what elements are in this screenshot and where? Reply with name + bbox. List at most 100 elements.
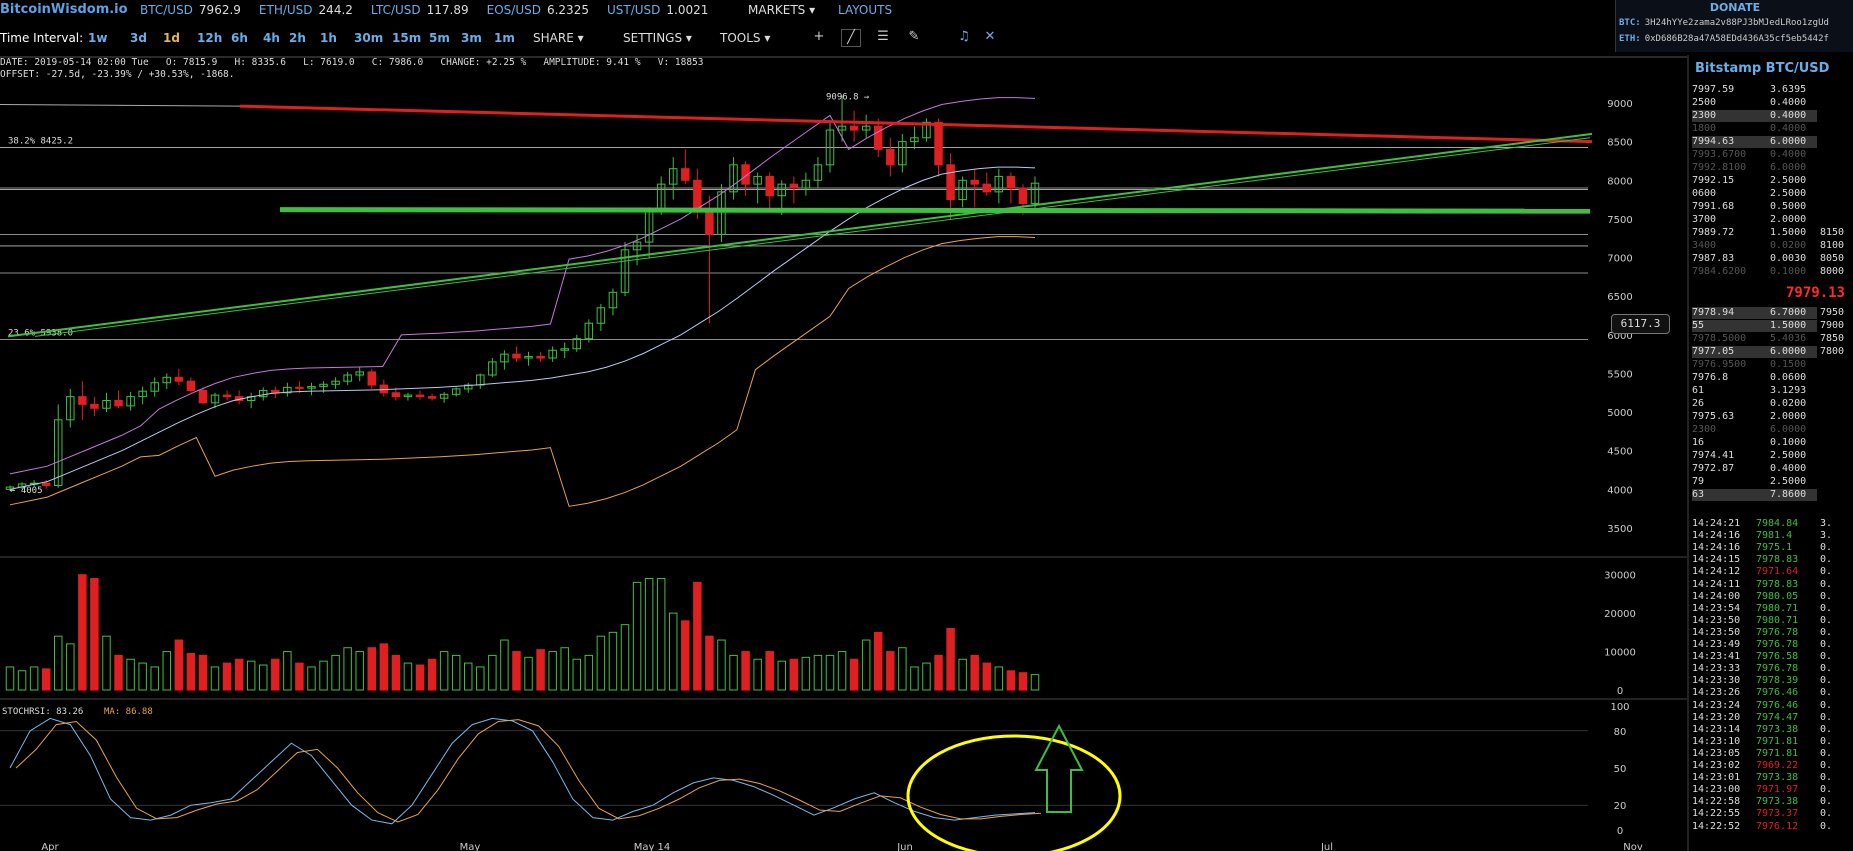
ask-row[interactable]: 7994.63 6.0000 bbox=[1692, 136, 1817, 148]
candle[interactable] bbox=[910, 126, 919, 150]
candle[interactable] bbox=[572, 334, 582, 352]
bid-row[interactable]: 7978.5000 5.4036 7850 bbox=[1692, 333, 1844, 345]
ticker-4[interactable]: UST/USD 1.0021 bbox=[607, 3, 708, 17]
candle[interactable] bbox=[246, 392, 256, 409]
interval-30m[interactable]: 30m bbox=[354, 31, 384, 45]
line-icon[interactable]: ╱ bbox=[841, 29, 861, 47]
interval-2h[interactable]: 2h bbox=[289, 31, 306, 45]
bid-row[interactable]: 63 7.8600 bbox=[1692, 489, 1817, 501]
candle[interactable] bbox=[210, 392, 220, 409]
layouts-link[interactable]: LAYOUTS bbox=[838, 3, 893, 17]
ticker-1[interactable]: ETH/USD 244.2 bbox=[259, 3, 353, 17]
crosshair-icon[interactable]: + bbox=[813, 29, 825, 44]
candle[interactable] bbox=[222, 390, 232, 401]
candle[interactable] bbox=[536, 351, 545, 362]
candle[interactable] bbox=[596, 303, 606, 331]
ask-row[interactable]: 7997.59 3.6395 bbox=[1692, 84, 1820, 96]
candle[interactable] bbox=[681, 149, 690, 185]
candle[interactable] bbox=[415, 390, 425, 400]
bid-row[interactable]: 2300 6.0000 bbox=[1692, 424, 1820, 436]
ask-row[interactable]: 7989.72 1.5000 8150 bbox=[1692, 227, 1844, 239]
ask-row[interactable]: 7991.68 0.5000 bbox=[1692, 201, 1820, 213]
candle[interactable] bbox=[451, 387, 461, 397]
interval-4h[interactable]: 4h bbox=[263, 31, 280, 45]
fib-icon[interactable]: ☰ bbox=[877, 29, 889, 44]
ask-row[interactable]: 0600 2.5000 bbox=[1692, 188, 1820, 200]
ask-row[interactable]: 7992.8100 6.0000 bbox=[1692, 162, 1820, 174]
candle[interactable] bbox=[898, 133, 907, 173]
interval-5m[interactable]: 5m bbox=[429, 31, 450, 45]
candle[interactable] bbox=[114, 390, 123, 409]
candle[interactable] bbox=[379, 379, 389, 397]
support-line-green[interactable] bbox=[279, 207, 1591, 214]
candle[interactable] bbox=[753, 172, 762, 204]
trendline-green-rising-2[interactable] bbox=[34, 137, 1591, 337]
markets-menu[interactable]: MARKETS ▾ bbox=[748, 3, 816, 17]
candle[interactable] bbox=[994, 168, 1004, 204]
candle[interactable] bbox=[584, 319, 594, 343]
settings-menu[interactable]: SETTINGS ▾ bbox=[623, 31, 692, 45]
share-menu[interactable]: SHARE ▾ bbox=[533, 31, 584, 45]
interval-1h[interactable]: 1h bbox=[320, 31, 337, 45]
bid-row[interactable]: 79 2.5000 bbox=[1692, 476, 1820, 488]
candle[interactable] bbox=[837, 95, 847, 142]
candle[interactable] bbox=[524, 351, 533, 366]
ticker-0[interactable]: BTC/USD 7962.9 bbox=[140, 3, 241, 17]
candle[interactable] bbox=[367, 368, 377, 389]
candle[interactable] bbox=[813, 157, 823, 188]
candle[interactable] bbox=[53, 404, 63, 488]
candle[interactable] bbox=[765, 172, 774, 212]
candle[interactable] bbox=[861, 114, 871, 138]
candle[interactable] bbox=[463, 382, 473, 393]
ask-row[interactable]: 3400 0.0200 8100 bbox=[1692, 240, 1844, 252]
interval-12h[interactable]: 12h bbox=[197, 31, 223, 45]
interval-6h[interactable]: 6h bbox=[231, 31, 248, 45]
candle[interactable] bbox=[174, 368, 184, 386]
candle[interactable] bbox=[283, 382, 292, 397]
candle[interactable] bbox=[126, 392, 135, 411]
candle[interactable] bbox=[620, 242, 630, 297]
candle[interactable] bbox=[500, 350, 509, 370]
candle[interactable] bbox=[476, 373, 485, 389]
bid-row[interactable]: 7978.94 6.7000 7950 bbox=[1692, 307, 1844, 319]
bid-row[interactable]: 55 1.5000 7900 bbox=[1692, 320, 1844, 332]
candle[interactable] bbox=[644, 207, 654, 258]
candle[interactable] bbox=[403, 392, 413, 401]
candle[interactable] bbox=[741, 160, 750, 196]
candle[interactable] bbox=[439, 392, 449, 403]
bid-row[interactable]: 7976.9500 0.1500 bbox=[1692, 359, 1820, 371]
up-arrow-annotation[interactable] bbox=[1034, 723, 1084, 813]
candle[interactable] bbox=[78, 381, 87, 420]
candle[interactable] bbox=[970, 168, 979, 208]
donate-title[interactable]: DONATE bbox=[1709, 1, 1761, 14]
bid-row[interactable]: 7972.87 0.4000 bbox=[1692, 463, 1820, 475]
candle[interactable] bbox=[90, 396, 99, 416]
candle[interactable] bbox=[102, 392, 111, 413]
ticker-3[interactable]: EOS/USD 6.2325 bbox=[487, 3, 589, 17]
ask-row[interactable]: 2300 0.4000 bbox=[1692, 110, 1817, 122]
candle[interactable] bbox=[66, 388, 75, 428]
bid-row[interactable]: 7976.8 0.0600 bbox=[1692, 372, 1820, 384]
interval-1d[interactable]: 1d bbox=[163, 31, 180, 45]
ask-row[interactable]: 2500 0.4000 bbox=[1692, 97, 1820, 109]
ticker-2[interactable]: LTC/USD 117.89 bbox=[371, 3, 469, 17]
ask-row[interactable]: 7984.6200 0.1000 8000 bbox=[1692, 266, 1844, 278]
bid-row[interactable]: 26 0.0200 bbox=[1692, 398, 1820, 410]
candle[interactable] bbox=[198, 387, 208, 405]
candle[interactable] bbox=[668, 157, 678, 200]
ask-row[interactable]: 3700 2.0000 bbox=[1692, 214, 1820, 226]
interval-3m[interactable]: 3m bbox=[461, 31, 482, 45]
candle[interactable] bbox=[801, 172, 811, 196]
fullscreen-icon[interactable]: ✕ bbox=[984, 29, 996, 44]
candle[interactable] bbox=[934, 118, 943, 177]
bid-row[interactable]: 61 3.1293 bbox=[1692, 385, 1820, 397]
candle[interactable] bbox=[234, 390, 244, 405]
trendline-gray[interactable] bbox=[0, 104, 241, 107]
candle[interactable] bbox=[922, 118, 931, 142]
trendline-red[interactable] bbox=[239, 104, 1593, 144]
candle[interactable] bbox=[343, 371, 352, 386]
candle[interactable] bbox=[162, 373, 172, 389]
candle[interactable] bbox=[258, 387, 268, 401]
interval-3d[interactable]: 3d bbox=[130, 31, 147, 45]
candle[interactable] bbox=[512, 346, 521, 362]
